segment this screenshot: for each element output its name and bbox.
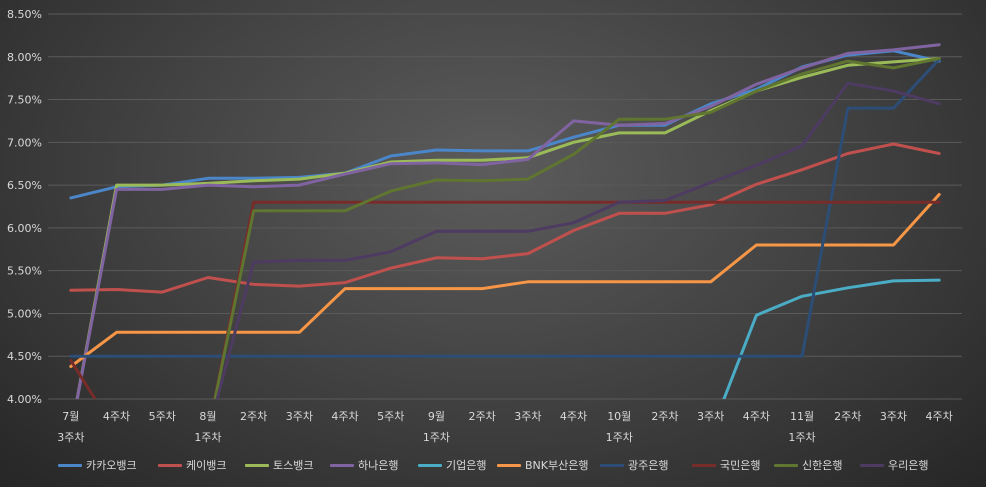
legend-label: 국민은행 bbox=[720, 459, 761, 472]
legend-swatch bbox=[860, 463, 884, 467]
x-tick-label: 4주차 bbox=[103, 410, 130, 423]
legend-label: 카카오뱅크 bbox=[86, 459, 137, 472]
legend-swatch bbox=[497, 463, 521, 467]
x-tick-label: 1주차 bbox=[423, 431, 450, 444]
legend-label: 기업은행 bbox=[446, 459, 487, 472]
legend-swatch bbox=[418, 463, 442, 467]
legend-swatch bbox=[692, 463, 716, 467]
series-line-3 bbox=[75, 43, 941, 399]
x-tick-label: 1주차 bbox=[788, 431, 815, 444]
legend-item: BNK부산은행 bbox=[497, 455, 588, 475]
x-tick-label: 7월 bbox=[62, 410, 79, 423]
x-tick-label: 2주차 bbox=[240, 410, 267, 423]
legend-swatch bbox=[330, 463, 354, 467]
series-line-7 bbox=[69, 200, 941, 399]
x-tick-label: 9월 bbox=[428, 410, 445, 423]
legend-swatch bbox=[774, 463, 798, 467]
legend-label: 케이뱅크 bbox=[186, 459, 227, 472]
x-tick-label: 4주차 bbox=[331, 410, 358, 423]
y-tick-label: 6.00% bbox=[7, 222, 42, 235]
y-tick-label: 8.50% bbox=[7, 8, 42, 21]
y-tick-label: 7.00% bbox=[7, 136, 42, 149]
series-line-5 bbox=[69, 193, 941, 368]
x-tick-label: 2주차 bbox=[469, 410, 496, 423]
x-tick-label: 4주차 bbox=[743, 410, 770, 423]
legend-swatch bbox=[245, 463, 269, 467]
chart-legend: 카카오뱅크 케이뱅크 토스뱅크 하나은행 기업은행 BNK부산은행 광주은행 국민은행 신한은행… bbox=[0, 455, 986, 477]
legend-label: 하나은행 bbox=[358, 459, 399, 472]
x-tick-label: 1주차 bbox=[194, 431, 221, 444]
legend-item: 카카오뱅크 bbox=[58, 455, 137, 475]
x-tick-label: 11월 bbox=[790, 410, 814, 423]
y-tick-label: 7.50% bbox=[7, 94, 42, 107]
y-tick-label: 6.50% bbox=[7, 179, 42, 192]
x-tick-label: 5주차 bbox=[377, 410, 404, 423]
series-lines bbox=[69, 43, 941, 399]
legend-label: 토스뱅크 bbox=[273, 459, 314, 472]
x-tick-label: 8월 bbox=[199, 410, 216, 423]
legend-item: 광주은행 bbox=[600, 455, 668, 475]
y-tick-label: 4.00% bbox=[7, 393, 42, 406]
y-tick-label: 8.00% bbox=[7, 51, 42, 64]
legend-label: BNK부산은행 bbox=[525, 459, 589, 472]
x-tick-label: 3주차 bbox=[514, 410, 541, 423]
x-tick-label: 5주차 bbox=[149, 410, 176, 423]
legend-swatch bbox=[58, 463, 82, 467]
x-tick-label: 3주차 bbox=[697, 410, 724, 423]
legend-item: 우리은행 bbox=[860, 455, 928, 475]
x-tick-label: 3주차 bbox=[57, 431, 84, 444]
x-tick-label: 3주차 bbox=[880, 410, 907, 423]
series-line-1 bbox=[69, 142, 941, 294]
x-tick-label: 10월 bbox=[607, 410, 631, 423]
series-line-8 bbox=[213, 57, 941, 399]
y-axis-ticks: 4.00% 4.50% 5.00% 5.50% 6.00% 6.50% 7.00% 7.50%… bbox=[7, 8, 42, 406]
x-tick-label: 3주차 bbox=[286, 410, 313, 423]
y-tick-label: 4.50% bbox=[7, 350, 42, 363]
legend-item: 국민은행 bbox=[692, 455, 760, 475]
legend-item: 기업은행 bbox=[418, 455, 486, 475]
series-line-9 bbox=[215, 81, 941, 399]
legend-swatch bbox=[158, 463, 182, 467]
x-tick-label: 4주차 bbox=[926, 410, 953, 423]
legend-item: 토스뱅크 bbox=[245, 455, 313, 475]
series-line-2 bbox=[75, 57, 941, 399]
x-tick-label: 2주차 bbox=[651, 410, 678, 423]
line-chart: 4.00% 4.50% 5.00% 5.50% 6.00% 6.50% 7.00% 7.50%… bbox=[7, 8, 962, 444]
y-tick-label: 5.00% bbox=[7, 307, 42, 320]
x-tick-label: 2주차 bbox=[834, 410, 861, 423]
legend-label: 우리은행 bbox=[888, 459, 929, 472]
legend-label: 광주은행 bbox=[628, 459, 669, 472]
y-tick-label: 5.50% bbox=[7, 265, 42, 278]
x-axis-ticks: 7월 3주차 4주차 5주차 8월 1주차 2주차 3주차 4주차 5주차 9월 1주차 2주차 3주차 4… bbox=[57, 410, 953, 444]
series-line-6 bbox=[69, 57, 941, 358]
legend-label: 신한은행 bbox=[802, 459, 843, 472]
legend-item: 케이뱅크 bbox=[158, 455, 226, 475]
x-tick-label: 4주차 bbox=[560, 410, 587, 423]
x-tick-label: 1주차 bbox=[606, 431, 633, 444]
legend-swatch bbox=[600, 463, 624, 467]
legend-item: 신한은행 bbox=[774, 455, 842, 475]
legend-item: 하나은행 bbox=[330, 455, 398, 475]
series-line-4 bbox=[722, 278, 941, 399]
